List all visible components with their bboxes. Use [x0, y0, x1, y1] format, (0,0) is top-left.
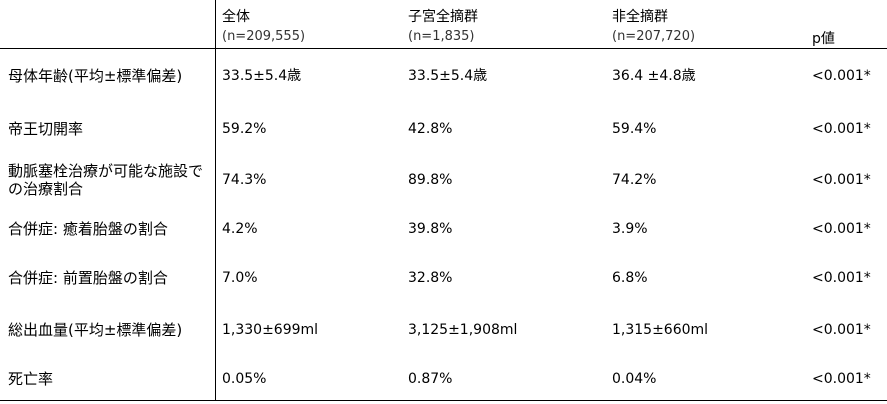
row-label: 動脈塞栓治療が可能な施設での治療割合 — [8, 162, 204, 198]
cell: 0.05% — [222, 370, 267, 387]
cell: 74.2% — [612, 172, 657, 188]
cell: 36.4 ±4.8歳 — [612, 67, 696, 84]
column-title: 全体 — [222, 9, 250, 25]
row-label: 母体年齢(平均±標準偏差) — [8, 66, 183, 85]
column-n: (n=1,835) — [408, 29, 475, 44]
header-rule — [0, 48, 887, 49]
row-label: 合併症: 前置胎盤の割合 — [8, 268, 168, 287]
cell: <0.001* — [812, 221, 871, 237]
cell: <0.001* — [812, 321, 871, 338]
cell: 4.2% — [222, 221, 258, 237]
cell: <0.001* — [812, 67, 871, 84]
column-title: p値 — [812, 31, 835, 47]
cell: 33.5±5.4歳 — [222, 67, 302, 84]
column-rule — [215, 0, 216, 401]
row-label: 合併症: 癒着胎盤の割合 — [8, 220, 168, 238]
cell: <0.001* — [812, 172, 871, 188]
cell: 1,315±660ml — [612, 321, 709, 338]
row-label: 帝王切開率 — [8, 120, 84, 138]
cell: 74.3% — [222, 172, 267, 188]
column-n: (n=207,720) — [612, 29, 696, 44]
cell: 3.9% — [612, 221, 648, 237]
bottom-rule — [0, 400, 887, 401]
column-title: 子宮全摘群 — [408, 9, 478, 25]
row-label: 総出血量(平均±標準偏差) — [8, 320, 183, 339]
cell: 7.0% — [222, 269, 258, 286]
cell: 32.8% — [408, 269, 453, 286]
cell: 89.8% — [408, 172, 453, 188]
cell: 6.8% — [612, 269, 648, 286]
cell: 1,330±699ml — [222, 321, 319, 338]
cell: 42.8% — [408, 121, 453, 137]
row-label: 死亡率 — [8, 369, 54, 388]
cell: 59.2% — [222, 121, 267, 137]
cell: <0.001* — [812, 121, 871, 137]
cell: 33.5±5.4歳 — [408, 67, 488, 84]
cell: <0.001* — [812, 370, 871, 387]
column-n: (n=209,555) — [222, 29, 306, 44]
column-title: 非全摘群 — [612, 9, 668, 25]
cell: 3,125±1,908ml — [408, 321, 518, 338]
cell: 0.04% — [612, 370, 657, 387]
cell: 59.4% — [612, 121, 657, 137]
cell: 0.87% — [408, 370, 453, 387]
cell: 39.8% — [408, 221, 453, 237]
cell: <0.001* — [812, 269, 871, 286]
